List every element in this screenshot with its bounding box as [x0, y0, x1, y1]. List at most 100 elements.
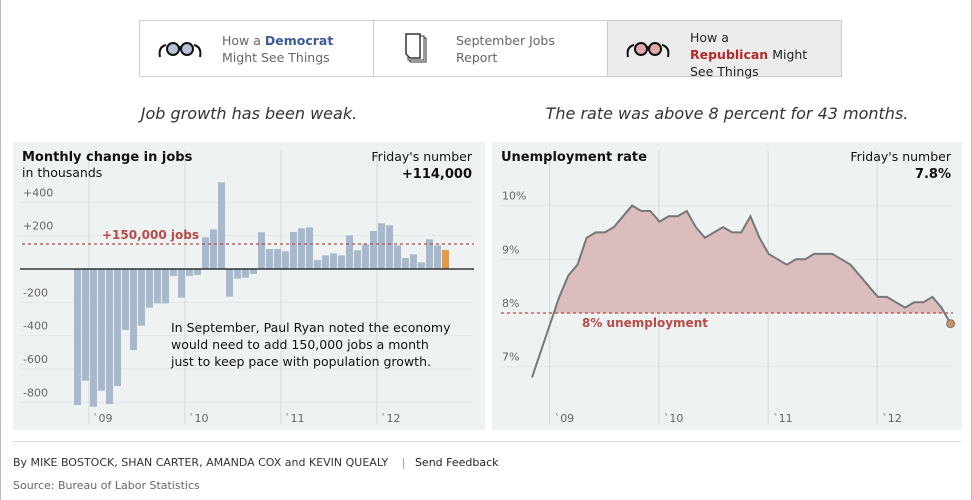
y-tick-label: 10%	[502, 190, 526, 203]
bar	[290, 231, 297, 269]
bar	[274, 248, 281, 269]
tab-jobs-report[interactable]: September Jobs Report	[374, 21, 608, 76]
chart-title: Monthly change in jobs	[22, 150, 193, 165]
bar	[354, 250, 361, 269]
bar	[282, 251, 289, 269]
bar	[114, 269, 121, 387]
document-stack-icon	[405, 32, 427, 62]
annotation-line: would need to add 150,000 jobs a month	[171, 337, 429, 352]
y-tick-label: -800	[23, 386, 48, 399]
latest-point	[946, 319, 956, 329]
unemployment-chart: 10%9%8%7%`09 `10 `11 `12 Unemployment rate …	[500, 149, 956, 425]
bar	[106, 269, 113, 405]
bar	[378, 223, 385, 269]
byline: By MIKE BOSTOCK, SHAN CARTER, AMANDA COX…	[13, 456, 389, 469]
x-tick-label: `10	[189, 412, 209, 425]
bar	[234, 269, 241, 279]
bar	[298, 228, 305, 269]
bar	[218, 182, 225, 269]
glasses-icon	[626, 41, 670, 57]
bar	[258, 232, 265, 269]
bar	[98, 269, 105, 391]
glasses-icon	[158, 41, 202, 57]
bar	[90, 269, 97, 407]
y-tick-label: 7%	[502, 351, 519, 364]
x-tick-label: `12	[882, 412, 902, 425]
jobs-chart: +400 +200 -200 -400 -600 -800 `09 `10 `11 `12 Mon…	[20, 149, 474, 425]
area-above-8-percent	[532, 205, 951, 313]
y-tick-label: -600	[23, 353, 48, 366]
callout-value: +114,000	[402, 167, 472, 182]
bar	[202, 237, 209, 269]
bar	[154, 269, 161, 304]
headline-right: The rate was above 8 percent for 43 mont…	[545, 104, 909, 123]
tab-text: Report	[456, 49, 498, 65]
bar	[162, 269, 169, 304]
y-tick-label: 9%	[502, 243, 519, 256]
bar	[250, 269, 257, 275]
bar	[370, 230, 377, 269]
tab-text: September Jobs	[456, 32, 555, 48]
jobs-chart-panel: +400 +200 -200 -400 -600 -800 `09 `10 `11 `12 Mon…	[13, 142, 485, 430]
x-tick-label: `09	[555, 412, 575, 425]
tab-text: How a	[690, 30, 729, 45]
unemployment-chart-panel: 10% 9% 8% 7% `09 `10 `11 `12 Unemployment rate …	[492, 142, 962, 430]
tab-text: See Things	[690, 64, 759, 79]
callout-label: Friday's number	[850, 149, 951, 164]
bar	[226, 269, 233, 297]
headline-left: Job growth has been weak.	[140, 104, 358, 123]
y-tick-label: -400	[23, 320, 48, 333]
bar	[346, 235, 353, 269]
bar	[338, 255, 345, 269]
x-tick-label: `10	[664, 412, 684, 425]
x-tick-label: `11	[285, 412, 305, 425]
latest-bar	[442, 249, 449, 269]
bar	[138, 269, 145, 326]
x-tick-label: `12	[381, 412, 401, 425]
bar	[122, 269, 129, 331]
tab-emphasis: Republican	[690, 47, 769, 62]
view-tabs: How a Democrat Might See Things September…	[139, 20, 842, 79]
tab-text: Might	[768, 47, 808, 62]
bar	[426, 239, 433, 269]
y-tick-label: +200	[23, 220, 53, 233]
y-tick-label: 8%	[502, 297, 519, 310]
bar	[82, 269, 89, 381]
bar	[146, 269, 153, 308]
y-tick-label: -200	[23, 286, 48, 299]
bar	[434, 245, 441, 269]
bar	[266, 248, 273, 269]
bar	[178, 269, 185, 298]
bar	[194, 269, 201, 276]
chart-title: Unemployment rate	[501, 150, 647, 165]
bar	[186, 269, 193, 277]
bar	[242, 269, 249, 278]
callout-value: 7.8%	[915, 167, 951, 182]
bar	[306, 227, 313, 269]
tab-text: How a	[222, 32, 265, 48]
bar	[74, 269, 81, 406]
chart-subtitle: in thousands	[22, 165, 102, 180]
bar	[322, 255, 329, 269]
tab-democrat-view[interactable]: How a Democrat Might See Things	[140, 21, 374, 76]
annotation-line: In September, Paul Ryan noted the econom…	[171, 320, 451, 335]
separator: |	[401, 456, 406, 469]
bar	[410, 254, 417, 269]
bar	[386, 225, 393, 269]
footer-divider	[13, 441, 961, 442]
byline-row: By MIKE BOSTOCK, SHAN CARTER, AMANDA COX…	[13, 456, 499, 469]
bar	[330, 253, 337, 269]
callout-label: Friday's number	[371, 149, 472, 164]
reference-line-label: +150,000 jobs	[102, 228, 199, 242]
x-tick-label: `11	[773, 412, 793, 425]
tab-emphasis: Democrat	[264, 32, 334, 48]
send-feedback-link[interactable]: Send Feedback	[414, 456, 499, 469]
source-note: Source: Bureau of Labor Statistics	[13, 479, 200, 492]
bar	[402, 257, 409, 269]
bar	[130, 269, 137, 351]
bar	[418, 262, 425, 269]
annotation-line: just to keep pace with population growth…	[170, 354, 431, 369]
tab-text: Might See Things	[222, 49, 330, 65]
tab-republican-view[interactable]: How a Republican Might See Things	[608, 21, 841, 79]
bar	[210, 229, 217, 269]
